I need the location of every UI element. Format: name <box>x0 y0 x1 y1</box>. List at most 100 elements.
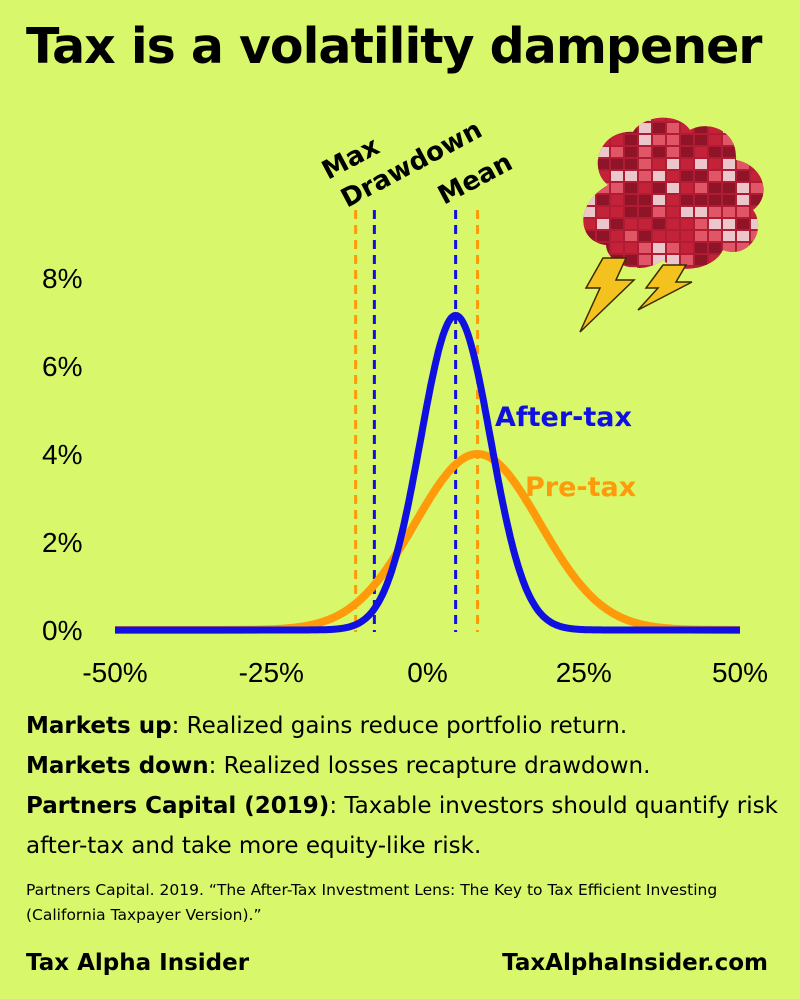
heatmap-cell <box>639 123 651 133</box>
heatmap-cell <box>765 123 777 133</box>
heatmap-cell <box>765 231 777 241</box>
footer-url[interactable]: TaxAlphaInsider.com <box>502 950 768 976</box>
legend-label-after-tax: After-tax <box>495 402 632 433</box>
heatmap-cell <box>695 243 707 253</box>
heatmap-cell <box>653 243 665 253</box>
heatmap-cell <box>751 159 763 169</box>
heatmap-cell <box>751 171 763 181</box>
heatmap-cell <box>681 243 693 253</box>
heatmap-cell <box>723 171 735 181</box>
heatmap-cell <box>625 195 637 205</box>
heatmap-cell <box>737 195 749 205</box>
heatmap-cell <box>597 243 609 253</box>
heatmap-cell <box>583 183 595 193</box>
heatmap-cell <box>583 159 595 169</box>
heatmap-cell <box>611 231 623 241</box>
heatmap-cell <box>667 171 679 181</box>
heatmap-cell <box>625 117 637 121</box>
heatmap-cell <box>737 123 749 133</box>
heatmap-cell <box>681 171 693 181</box>
heatmap-cell <box>611 171 623 181</box>
y-tick-label: 0% <box>42 615 82 646</box>
heatmap-cell <box>695 159 707 169</box>
heatmap-cell <box>667 219 679 229</box>
legend-label-pre-tax: Pre-tax <box>525 472 636 503</box>
heatmap-cell <box>597 135 609 145</box>
heatmap-cell <box>737 135 749 145</box>
y-tick-label: 6% <box>42 351 82 382</box>
heatmap-cell <box>583 117 595 121</box>
heatmap-cell <box>681 219 693 229</box>
heatmap-cell <box>695 195 707 205</box>
series-line-pre-tax <box>112 450 743 634</box>
heatmap-cell <box>737 207 749 217</box>
x-tick-label: 50% <box>712 657 768 688</box>
heatmap-cell <box>667 207 679 217</box>
heatmap-cell <box>569 231 581 241</box>
series-curves <box>112 311 743 634</box>
heatmap-cell <box>737 117 749 121</box>
reference-lines <box>354 210 479 632</box>
heatmap-cell <box>583 231 595 241</box>
heatmap-cell <box>625 159 637 169</box>
heatmap-cell <box>695 117 707 121</box>
heatmap-cell <box>653 135 665 145</box>
heatmap-cell <box>751 255 763 265</box>
heatmap-cell <box>709 147 721 157</box>
heatmap-cell <box>625 231 637 241</box>
heatmap-cell <box>569 159 581 169</box>
heatmap-cell <box>583 135 595 145</box>
heatmap-cell <box>765 267 777 277</box>
heatmap-cell <box>723 267 735 269</box>
heatmap-cell <box>765 219 777 229</box>
heatmap-cell <box>681 123 693 133</box>
heatmap-cell <box>667 147 679 157</box>
heatmap-cell <box>653 255 665 265</box>
heatmap-cell <box>765 159 777 169</box>
heatmap-cell <box>667 117 679 121</box>
heatmap-cell <box>723 147 735 157</box>
heatmap-cell <box>611 219 623 229</box>
x-tick-label: -25% <box>239 657 304 688</box>
heatmap-cell <box>709 219 721 229</box>
heatmap-cell <box>667 243 679 253</box>
heatmap-cell <box>751 135 763 145</box>
heatmap-cell <box>667 195 679 205</box>
heatmap-cell <box>569 219 581 229</box>
heatmap-cell <box>681 207 693 217</box>
heatmap-cell <box>765 135 777 145</box>
heatmap-cell <box>681 195 693 205</box>
heatmap-cell <box>751 267 763 269</box>
heatmap-cell <box>765 111 777 121</box>
heatmap-cell <box>723 195 735 205</box>
heatmap-cell <box>765 183 777 193</box>
heatmap-cell <box>611 159 623 169</box>
heatmap-cell <box>639 207 651 217</box>
heatmap-cell <box>737 147 749 157</box>
heatmap-cell <box>653 123 665 133</box>
heatmap-cell <box>653 219 665 229</box>
heatmap-cell <box>569 279 581 289</box>
heatmap-cell <box>695 231 707 241</box>
heatmap-cell <box>611 117 623 121</box>
heatmap-cell <box>639 171 651 181</box>
heatmap-cell <box>695 279 707 289</box>
heatmap-cell <box>569 171 581 181</box>
heatmap-cell <box>653 195 665 205</box>
heatmap-cell <box>695 183 707 193</box>
y-axis-ticks: 0% 2% 4% 6% 8% <box>42 263 82 646</box>
heatmap-cell <box>639 243 651 253</box>
heatmap-cell <box>709 135 721 145</box>
heatmap-cell <box>681 231 693 241</box>
heatmap-cell <box>765 171 777 181</box>
heatmap-cell <box>667 123 679 133</box>
heatmap-cell <box>653 231 665 241</box>
heatmap-cell <box>765 279 777 289</box>
heatmap-cell <box>723 219 735 229</box>
heatmap-cell <box>751 183 763 193</box>
heatmap-cell <box>737 183 749 193</box>
heatmap-cell <box>695 123 707 133</box>
heatmap-cell <box>583 255 595 265</box>
heatmap-cell <box>625 255 637 265</box>
heatmap-cell <box>709 195 721 205</box>
